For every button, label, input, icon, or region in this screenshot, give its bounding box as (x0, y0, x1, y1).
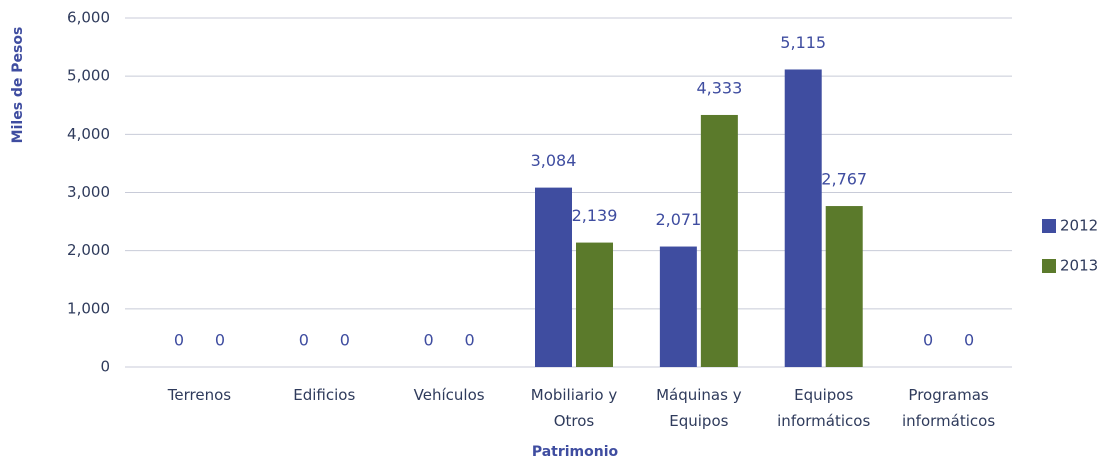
legend-label: 2012 (1060, 217, 1098, 235)
bar (784, 69, 822, 367)
data-label: 0 (299, 331, 309, 350)
data-label: 0 (215, 331, 225, 350)
data-label: 2,139 (572, 206, 618, 225)
x-tick-label: Máquinas y Equipos (656, 386, 742, 430)
data-label: 0 (424, 331, 434, 350)
data-label: 0 (923, 331, 933, 350)
x-axis-title: Patrimonio (532, 444, 619, 460)
data-label: 0 (174, 331, 184, 350)
y-tick-label: 0 (100, 358, 110, 376)
x-tick-label: Edificios (293, 386, 355, 404)
y-tick-label: 5,000 (67, 67, 110, 85)
bar (825, 206, 863, 367)
data-label: 0 (964, 331, 974, 350)
x-tick-label: Vehículos (414, 386, 485, 404)
bar (659, 246, 697, 367)
legend-label: 2013 (1060, 257, 1098, 275)
data-label: 0 (340, 331, 350, 350)
bar (576, 242, 613, 367)
bar (535, 187, 572, 367)
x-tick-label: Mobiliario y Otros (531, 386, 618, 430)
y-tick-label: 2,000 (67, 241, 110, 259)
data-label: 2,071 (655, 210, 701, 229)
legend-swatch (1042, 219, 1056, 233)
data-label: 3,084 (531, 151, 577, 170)
y-tick-label: 6,000 (67, 9, 110, 27)
y-tick-label: 4,000 (67, 125, 110, 143)
data-label: 4,333 (696, 78, 742, 97)
data-label: 2,767 (821, 170, 867, 189)
data-label: 5,115 (780, 33, 826, 52)
y-axis-title: Miles de Pesos (10, 27, 26, 144)
x-tick-label: Programas informáticos (902, 386, 995, 430)
x-tick-label: Terrenos (167, 386, 231, 404)
y-tick-label: 3,000 (67, 183, 110, 201)
x-tick-label: Equipos informáticos (777, 386, 870, 430)
y-tick-label: 1,000 (67, 299, 110, 317)
bar (700, 114, 738, 367)
data-label: 0 (465, 331, 475, 350)
legend-swatch (1042, 259, 1056, 273)
